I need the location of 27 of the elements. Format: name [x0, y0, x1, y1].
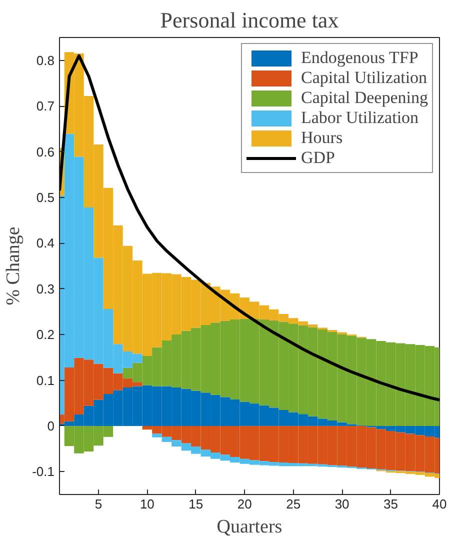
x-tick-label: 10: [140, 496, 154, 512]
y-tick-label: 0.2: [36, 327, 55, 342]
x-tick-label: 35: [384, 496, 398, 512]
legend-label: Labor Utilization: [301, 108, 419, 128]
legend-label: Hours: [301, 128, 343, 148]
legend-label: Capital Utilization: [301, 68, 428, 88]
chart-title: Personal income tax: [160, 8, 339, 32]
legend-label: GDP: [301, 148, 336, 168]
y-tick-label: -0.1: [32, 464, 55, 480]
x-axis-title: Quarters: [216, 516, 282, 538]
y-tick-label: 0.8: [36, 52, 55, 68]
x-tick-label: 30: [334, 496, 350, 512]
y-tick-label: 0.6: [36, 144, 55, 160]
y-tick-label: 0: [47, 418, 55, 434]
x-tick-label: 5: [94, 496, 102, 512]
y-tick-label: 0.7: [36, 98, 55, 114]
y-axis-title: % Change: [3, 226, 24, 306]
y-tick-label: 0.5: [36, 190, 55, 205]
x-tick-label: 15: [188, 496, 204, 512]
x-tick-label: 40: [432, 496, 447, 512]
y-tick-label: 0.1: [36, 372, 55, 388]
x-tick-label: 20: [237, 496, 252, 512]
legend-label: Capital Deepening: [301, 88, 428, 108]
x-tick-label: 25: [286, 496, 301, 512]
y-tick-label: 0.3: [36, 281, 55, 296]
y-tick-label: 0.4: [36, 236, 55, 251]
legend-label: Endogenous TFP: [301, 48, 418, 68]
